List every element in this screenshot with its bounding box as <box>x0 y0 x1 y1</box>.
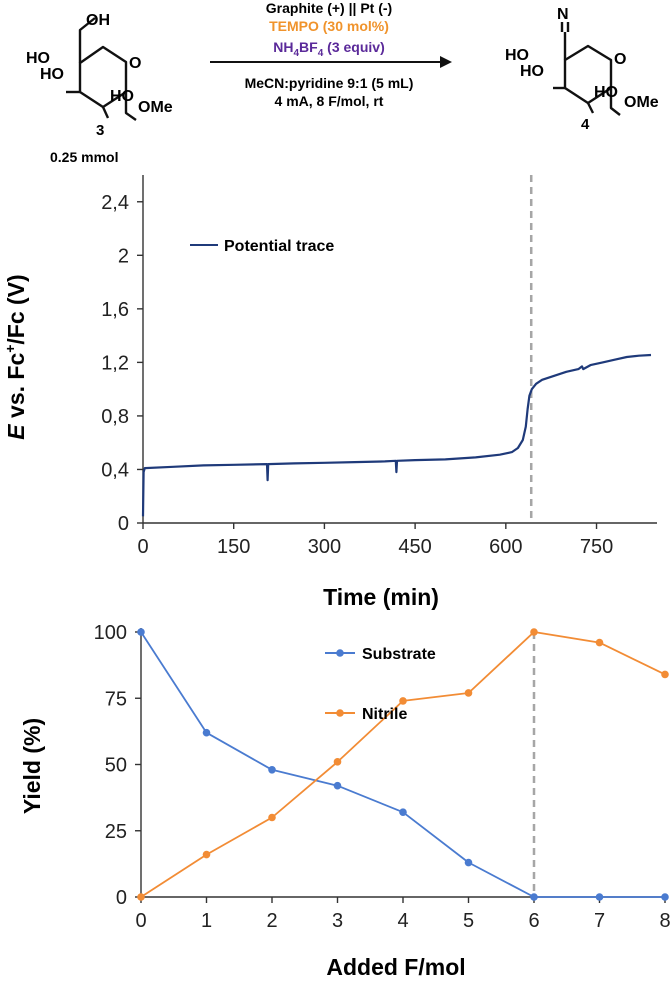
potential-y-axis-label: E vs. Fc+/Fc (V) <box>2 274 29 439</box>
potential-y-tick-label: 0 <box>118 513 129 535</box>
reactant-oh-bond-2 <box>101 106 110 119</box>
substrate-point <box>595 893 604 901</box>
yield-chart: 0 25 50 75 100 0 1 2 3 4 5 6 7 8 Yield (%) Added F/mo… <box>19 622 671 980</box>
yield-axes <box>140 628 665 898</box>
potential-trace-line <box>141 353 652 517</box>
potential-series <box>141 175 652 523</box>
yield-x-tick-label: 1 <box>201 910 212 932</box>
condition-salt: NH4BF4 (3 equiv) <box>273 39 385 59</box>
substrate-point <box>137 628 145 636</box>
yield-x-tick-label: 5 <box>463 910 474 932</box>
yield-y-tick-label: 100 <box>94 622 127 644</box>
potential-y-tick-label: 1,6 <box>101 299 129 321</box>
yield-ticks: 0 25 50 75 100 0 1 2 3 4 5 6 7 8 <box>94 622 671 932</box>
substrate-point <box>333 781 342 790</box>
potential-chart: 0 0,4 0,8 1,2 1,6 2 2,4 0 150 300 450 600 750 E vs. … <box>2 175 657 610</box>
reactant-ho-2: HO <box>40 66 64 83</box>
yield-x-tick-label: 3 <box>332 910 343 932</box>
substrate-point <box>399 808 407 816</box>
reactant-amount: 0.25 mmol <box>50 149 118 165</box>
yield-x-tick-label: 2 <box>266 910 277 932</box>
reaction-scheme: OH O HO HO HO OMe 3 0.25 mmol Graphite (… <box>26 0 659 165</box>
condition-electrodes: Graphite (+) || Pt (-) <box>266 0 392 16</box>
yield-x-axis-label: Added F/mol <box>326 954 465 980</box>
condition-tempo: TEMPO (30 mol%) <box>269 18 389 34</box>
nitrile-line <box>140 631 666 898</box>
reactant-ch2oh-bond <box>78 17 96 63</box>
nitrile-point <box>399 697 407 705</box>
legend-nitrile-marker <box>336 709 344 717</box>
product-structure <box>553 22 621 116</box>
product-oh-bond-2 <box>586 102 595 114</box>
product-ho-1: HO <box>505 47 529 64</box>
nitrile-point <box>661 670 669 679</box>
potential-legend-label: Potential trace <box>224 238 334 255</box>
potential-x-tick-label: 300 <box>308 536 341 558</box>
yield-x-tick-label: 8 <box>659 910 670 932</box>
substrate-point <box>661 893 669 901</box>
potential-y-tick-label: 2,4 <box>101 192 129 214</box>
substrate-line <box>140 631 665 898</box>
potential-x-tick-label: 0 <box>137 536 148 558</box>
yield-y-tick-label: 50 <box>105 755 127 777</box>
yield-x-tick-label: 6 <box>528 910 539 932</box>
potential-y-tick-label: 2 <box>118 245 129 267</box>
potential-y-tick-label: 1,2 <box>101 352 129 374</box>
potential-x-tick-label: 450 <box>398 536 431 558</box>
product-triple-bond <box>560 22 570 32</box>
reactant-ome-bond <box>124 92 137 121</box>
nitrile-point <box>137 893 145 901</box>
potential-x-tick-label: 750 <box>580 536 613 558</box>
potential-x-tick-label: 600 <box>489 536 522 558</box>
nitrile-point <box>464 689 473 697</box>
substrate-point <box>464 858 473 867</box>
nitrile-point <box>530 628 538 636</box>
yield-x-tick-label: 7 <box>594 910 605 932</box>
legend-substrate-label: Substrate <box>362 646 436 663</box>
yield-y-tick-label: 25 <box>105 821 127 843</box>
reactant-oh-top: OH <box>86 12 110 29</box>
nitrile-point <box>268 813 276 822</box>
yield-y-tick-label: 75 <box>105 688 127 710</box>
yield-series <box>137 628 669 901</box>
condition-solvent: MeCN:pyridine 9:1 (5 mL) <box>245 75 414 91</box>
product-ome: OMe <box>624 94 659 111</box>
nitrile-point <box>333 758 342 766</box>
substrate-point <box>202 728 211 737</box>
product-nitrile-n: N <box>557 6 569 23</box>
potential-x-tick-label: 150 <box>217 536 250 558</box>
yield-y-axis-label: Yield (%) <box>19 718 45 814</box>
condition-params: 4 mA, 8 F/mol, rt <box>275 93 384 109</box>
potential-y-tick-label: 0,4 <box>101 459 129 481</box>
legend-substrate-marker <box>336 649 344 657</box>
potential-axes <box>142 175 657 524</box>
product-ho-3: HO <box>594 84 618 101</box>
nitrile-point <box>595 638 604 647</box>
product-label: 4 <box>581 116 590 133</box>
product-ho-2: HO <box>520 63 544 80</box>
reactant-ho-3: HO <box>110 88 134 105</box>
reactant-structure <box>66 17 137 121</box>
potential-y-tick-label: 0,8 <box>101 406 129 428</box>
potential-ticks: 0 0,4 0,8 1,2 1,6 2 2,4 0 150 300 450 600 750 <box>101 192 613 558</box>
legend-nitrile-label: Nitrile <box>362 706 407 723</box>
product-ome-bond <box>609 88 621 116</box>
product-ring-oxygen: O <box>614 51 626 68</box>
reactant-label: 3 <box>96 122 104 139</box>
substrate-point <box>530 893 538 901</box>
reaction-arrow-head <box>440 56 452 68</box>
potential-x-axis-label: Time (min) <box>323 584 439 610</box>
yield-y-tick-label: 0 <box>116 887 127 909</box>
yield-x-tick-label: 0 <box>135 910 146 932</box>
yield-x-tick-label: 4 <box>397 910 408 932</box>
nitrile-point <box>202 850 211 859</box>
substrate-point <box>268 766 276 774</box>
reactant-ring-oxygen: O <box>129 55 141 72</box>
reactant-ho-1: HO <box>26 50 50 67</box>
reactant-ome: OMe <box>138 99 173 116</box>
